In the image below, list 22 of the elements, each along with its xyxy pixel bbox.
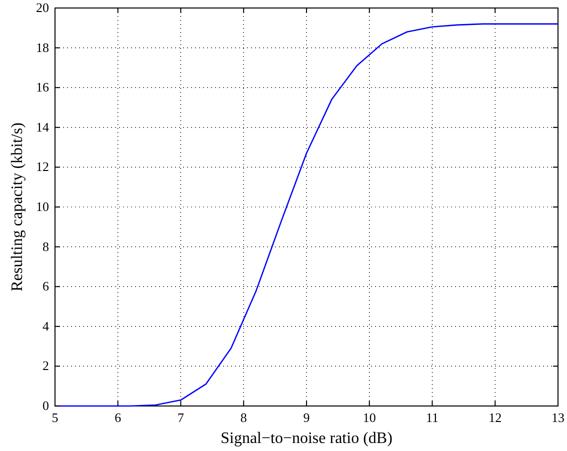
y-tick-label: 16	[36, 80, 50, 95]
y-tick-label: 20	[36, 0, 49, 15]
y-tick-label: 12	[36, 159, 49, 174]
y-tick-label: 0	[42, 398, 49, 413]
y-tick-label: 18	[36, 40, 49, 55]
y-tick-label: 6	[42, 278, 50, 294]
y-tick-label: 2	[42, 358, 49, 374]
x-tick-label: 8	[240, 410, 247, 425]
x-tick-label: 9	[303, 410, 310, 425]
x-axis-title: Signal−to−noise ratio (dB)	[220, 430, 392, 447]
y-axis-title: Resulting capacity (kbit/s)	[9, 122, 26, 292]
y-tick-label: 8	[42, 238, 49, 254]
x-tick-label: 13	[552, 410, 564, 425]
x-tick-label: 11	[426, 410, 439, 425]
x-tick-label: 12	[488, 410, 502, 425]
y-tick-label: 10	[36, 199, 49, 214]
y-tick-label: 4	[42, 318, 50, 334]
x-tick-label: 6	[114, 410, 122, 425]
x-tick-label: 5	[52, 410, 58, 425]
x-tick-label: 7	[178, 410, 184, 425]
y-tick-label: 14	[36, 119, 50, 134]
x-tick-label: 10	[362, 410, 376, 425]
